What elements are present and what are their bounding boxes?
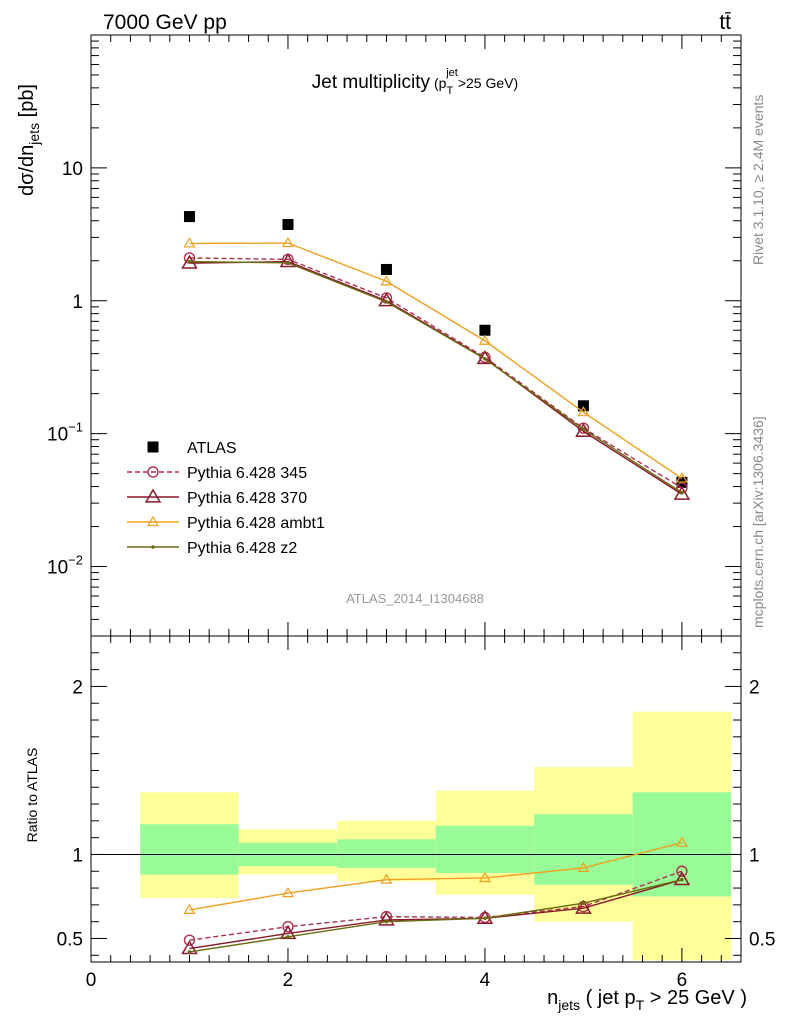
ratio-band-inner — [435, 825, 535, 873]
ratio-point-p370 — [378, 911, 395, 926]
legend-label-atlas: ATLAS — [187, 440, 237, 457]
main-series-line-ambt1 — [189, 242, 683, 480]
ratio-point-p345 — [676, 865, 688, 877]
legend-marker-atlas — [147, 441, 159, 453]
main-point-atlas — [282, 218, 294, 230]
legend-marker-z2 — [151, 545, 155, 549]
main-ylabel: dσ/dnjets [pb] — [16, 84, 42, 196]
main-ytick-label: 1 — [72, 292, 83, 313]
ratio-point-z2 — [384, 919, 389, 924]
process-label: tt̄ — [719, 11, 731, 34]
ratio-ytick-label-right: 1 — [749, 845, 760, 866]
legend: ATLAS Pythia 6.428 345 Pythia 6.428 370 Pyt… — [127, 440, 325, 557]
ratio-ytick-label: 0.5 — [57, 929, 83, 950]
ratio-point-p370 — [673, 871, 691, 886]
ratio-ytick-label: 2 — [72, 677, 83, 698]
ratio-point-ambt1 — [478, 871, 491, 883]
ratio-ytick-label: 1 — [72, 845, 83, 866]
ratio-point-p370 — [575, 899, 592, 914]
main-ytick-label: 10−2 — [47, 553, 83, 579]
ratio-xtick-label: 4 — [480, 970, 491, 991]
main-point-ambt1 — [478, 334, 491, 345]
main-point-z2 — [483, 357, 487, 361]
main-point-ambt1 — [675, 472, 688, 483]
rivet-label: Rivet 3.1.10, ≥ 2.4M events — [750, 95, 766, 265]
ratio-point-ambt1 — [675, 836, 688, 847]
ratio-point-z2 — [286, 934, 290, 939]
main-point-ambt1 — [577, 406, 590, 417]
main-point-z2 — [187, 259, 192, 264]
ratio-point-z2 — [483, 916, 487, 921]
legend-marker-ambt1 — [146, 515, 160, 527]
ratio-point-ambt1 — [577, 861, 590, 872]
analysis-watermark: ATLAS_2014_I1304688 — [346, 591, 484, 606]
main-point-z2 — [384, 300, 389, 304]
ratio-frame — [90, 635, 742, 963]
main-series-line-p370 — [189, 260, 683, 495]
main-ytick-label: 10 — [62, 159, 83, 180]
main-point-ambt1 — [183, 237, 196, 248]
ratio-point-z2 — [187, 950, 192, 954]
ratio-panel: 0 2 4 6 0.5 0.5 1 1 2 2 — [57, 635, 775, 991]
ratio-point-z2 — [581, 901, 586, 905]
ratio-series-line-p345 — [189, 870, 683, 941]
ratio-ylabel: Ratio to ATLAS — [24, 748, 40, 843]
ratio-band-inner — [337, 839, 436, 868]
main-point-z2 — [680, 490, 684, 495]
ratio-series-line-p370 — [189, 878, 683, 950]
main-title: Jet multiplicity — [312, 72, 431, 93]
ratio-xtick-label: 0 — [86, 970, 97, 991]
main-ytick-label-exp: −2 — [68, 553, 83, 568]
main-point-atlas — [183, 211, 195, 223]
ratio-series-line-z2 — [189, 878, 683, 953]
main-ytick-label-base: 10 — [47, 425, 68, 446]
legend-label-p345: Pythia 6.428 345 — [187, 465, 307, 482]
main-point-z2 — [581, 427, 586, 431]
ratio-band-inner — [140, 824, 239, 875]
ratio-point-ambt1 — [183, 903, 196, 915]
main-point-p370 — [575, 422, 592, 438]
main-point-z2 — [286, 261, 290, 265]
main-ytick-label-exp: −1 — [68, 420, 83, 435]
main-ytick-label-base: 10 — [47, 558, 68, 579]
main-point-atlas — [479, 324, 491, 336]
ratio-point-ambt1 — [281, 886, 295, 898]
ratio-point-p345 — [183, 934, 196, 946]
legend-label-p370: Pythia 6.428 370 — [187, 490, 307, 507]
ratio-series-line-ambt1 — [189, 842, 683, 911]
ratio-band-inner — [534, 814, 633, 885]
main-point-atlas — [380, 263, 392, 275]
ratio-ytick-label-right: 2 — [749, 677, 760, 698]
main-point-p370 — [673, 485, 691, 500]
ratio-xlabel: njets ( jet pT > 25 GeV ) — [547, 987, 747, 1013]
ratio-xtick-label: 2 — [283, 970, 294, 991]
legend-marker-p370 — [144, 488, 162, 503]
main-point-atlas — [577, 400, 589, 412]
mcplots-label: mcplots.cern.ch [arXiv:1306.3436] — [750, 416, 766, 628]
main-point-p370 — [378, 292, 395, 307]
energy-label: 7000 GeV pp — [103, 11, 227, 34]
ratio-point-z2 — [680, 877, 684, 882]
main-point-ambt1 — [281, 236, 295, 248]
ratio-point-ambt1 — [380, 873, 393, 884]
main-ytick-label: 10−1 — [47, 420, 83, 446]
ratio-point-p345 — [282, 921, 294, 933]
main-series-line-z2 — [189, 260, 683, 494]
main-series-line-p345 — [189, 257, 683, 489]
ratio-ytick-label-right: 0.5 — [749, 929, 775, 950]
main-title-suffix: (pTjet>25 GeV) — [434, 67, 518, 97]
main-point-ambt1 — [380, 275, 393, 286]
ratio-xtick-label: 6 — [677, 970, 688, 991]
legend-label-z2: Pythia 6.428 z2 — [187, 540, 297, 557]
legend-label-ambt1: Pythia 6.428 ambt1 — [187, 515, 325, 532]
main-point-p370 — [279, 253, 297, 268]
legend-marker-p345 — [147, 466, 159, 478]
